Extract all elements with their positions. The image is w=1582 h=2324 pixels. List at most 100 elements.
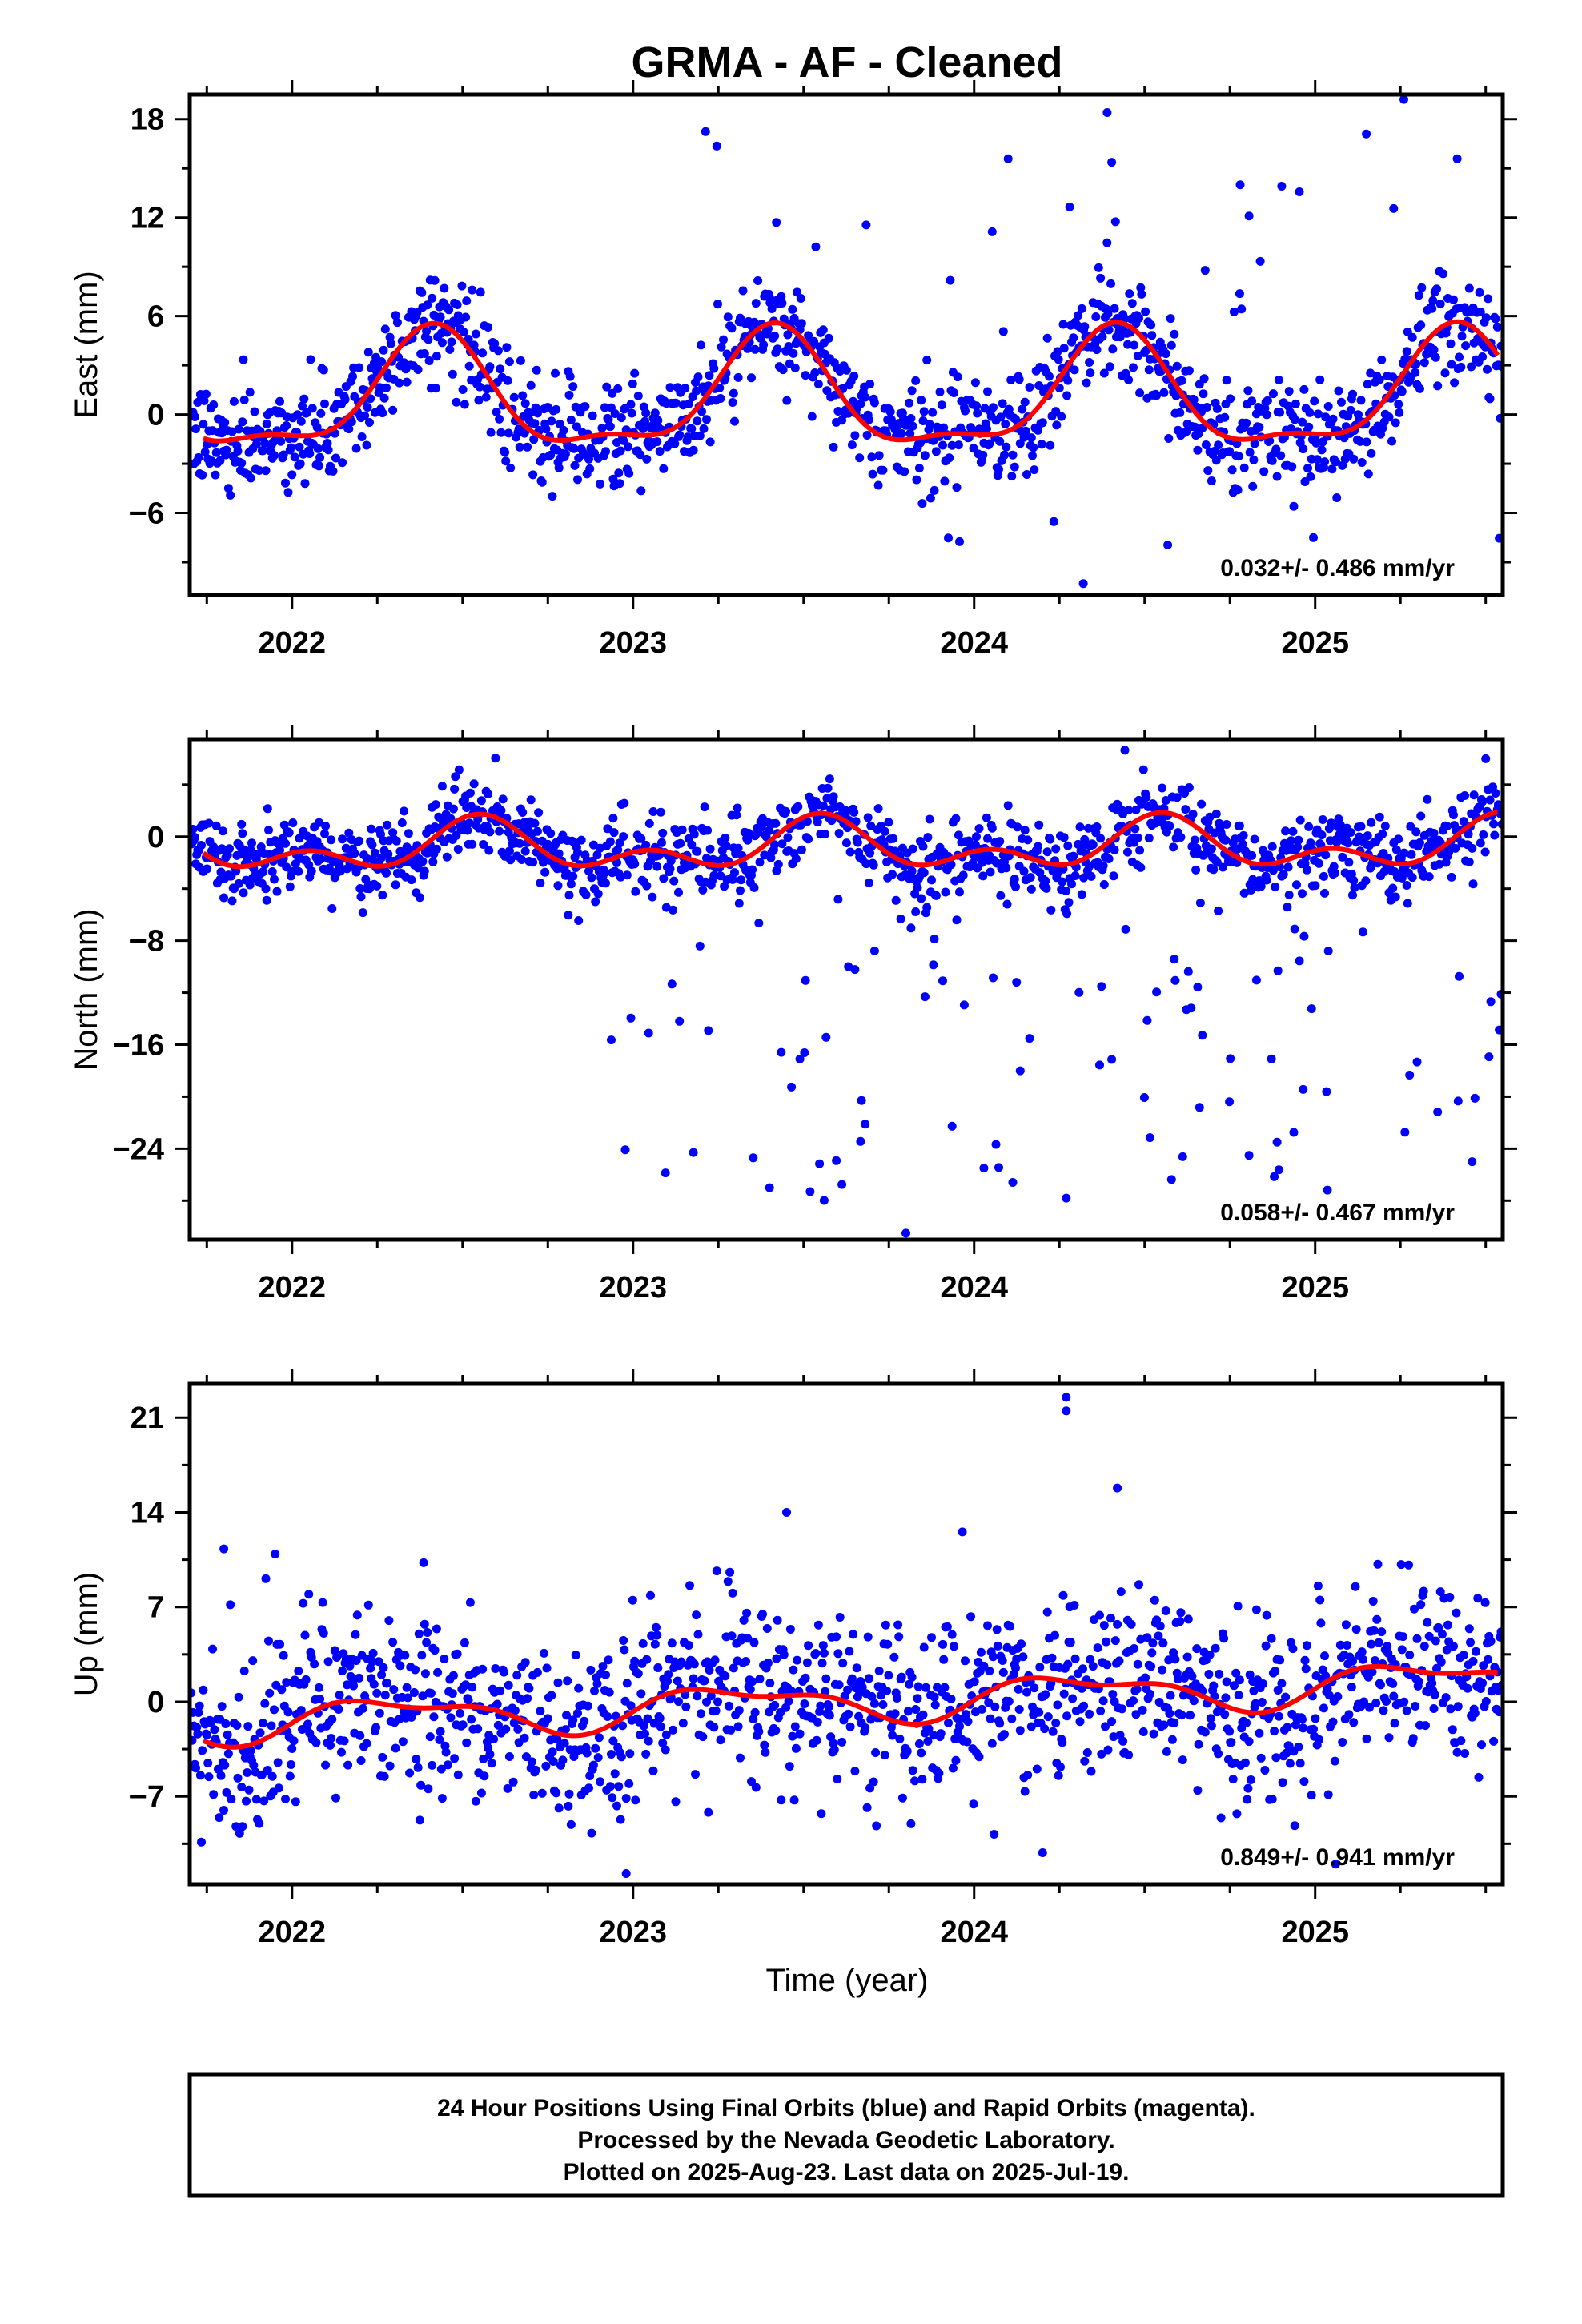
east-data-point bbox=[1054, 355, 1063, 364]
east-data-point bbox=[1164, 434, 1174, 443]
north-data-point bbox=[526, 795, 536, 805]
up-data-point bbox=[990, 1830, 999, 1839]
north-data-point bbox=[1350, 883, 1359, 892]
east-data-point bbox=[1356, 396, 1366, 405]
east-frame bbox=[187, 92, 1505, 597]
north-data-point bbox=[1244, 1151, 1254, 1160]
up-data-point bbox=[385, 1761, 395, 1771]
up-data-point bbox=[1468, 1656, 1478, 1666]
east-data-point bbox=[554, 463, 564, 472]
east-data-point bbox=[245, 388, 255, 397]
north-data-point bbox=[1109, 871, 1118, 881]
north-data-point bbox=[1123, 847, 1132, 857]
up-data-point bbox=[440, 1655, 449, 1663]
east-data-point bbox=[573, 475, 582, 485]
east-data-point bbox=[925, 420, 934, 429]
up-data-point bbox=[607, 1750, 616, 1759]
up-data-point bbox=[479, 1755, 488, 1763]
east-data-point bbox=[873, 480, 883, 490]
north-data-point bbox=[1268, 866, 1278, 875]
up-data-point bbox=[334, 1705, 343, 1714]
east-data-point bbox=[1212, 404, 1222, 413]
east-data-point bbox=[1127, 299, 1137, 308]
east-data-point bbox=[767, 304, 777, 313]
east-data-point bbox=[998, 399, 1007, 408]
east-data-point bbox=[1234, 452, 1243, 461]
up-plot-area bbox=[190, 1393, 1503, 1878]
up-data-point bbox=[1367, 1667, 1377, 1677]
up-data-point bbox=[520, 1658, 530, 1667]
north-data-point bbox=[733, 843, 743, 853]
east-data-point bbox=[978, 450, 988, 460]
north-data-point bbox=[1176, 833, 1186, 842]
up-data-point bbox=[1321, 1671, 1331, 1681]
up-data-point bbox=[552, 1735, 562, 1744]
east-data-point bbox=[1255, 422, 1264, 432]
up-data-point bbox=[685, 1581, 694, 1590]
north-data-point bbox=[1327, 818, 1336, 828]
up-data-point bbox=[1478, 1679, 1488, 1688]
up-data-point bbox=[296, 1706, 306, 1715]
north-data-point bbox=[261, 884, 271, 894]
up-data-point bbox=[277, 1685, 287, 1695]
east-data-point bbox=[602, 382, 612, 392]
east-data-point bbox=[1049, 517, 1058, 526]
north-data-point bbox=[566, 879, 576, 889]
up-y-tick-label: 0 bbox=[147, 1686, 164, 1719]
up-data-point bbox=[304, 1590, 314, 1599]
up-data-point bbox=[697, 1709, 705, 1719]
east-data-point bbox=[1094, 263, 1103, 272]
north-data-point bbox=[825, 774, 834, 784]
east-plot-area bbox=[190, 94, 1503, 589]
east-data-point bbox=[1052, 420, 1062, 430]
north-data-point bbox=[1295, 815, 1305, 825]
north-data-point bbox=[777, 1047, 786, 1057]
north-data-point bbox=[1221, 835, 1231, 845]
up-data-point bbox=[391, 1743, 400, 1753]
up-data-point bbox=[1309, 1724, 1318, 1734]
north-data-point bbox=[770, 840, 780, 850]
up-data-point bbox=[1095, 1610, 1104, 1620]
up-data-point bbox=[626, 1701, 636, 1711]
north-data-point bbox=[1131, 805, 1141, 814]
east-data-point bbox=[547, 416, 556, 426]
up-data-point bbox=[259, 1796, 269, 1806]
up-data-point bbox=[1410, 1604, 1419, 1614]
east-data-point bbox=[1287, 462, 1297, 472]
east-data-point bbox=[908, 421, 917, 431]
east-data-point bbox=[730, 416, 739, 426]
east-data-point bbox=[1407, 332, 1417, 342]
east-data-point bbox=[944, 533, 953, 543]
up-data-point bbox=[711, 1706, 721, 1715]
east-data-point bbox=[388, 405, 398, 415]
up-data-point bbox=[625, 1749, 635, 1759]
north-data-point bbox=[1191, 865, 1201, 875]
up-data-point bbox=[1132, 1684, 1142, 1694]
up-data-point bbox=[913, 1682, 923, 1691]
east-data-point bbox=[1248, 481, 1258, 491]
north-data-point bbox=[397, 818, 407, 827]
north-data-point bbox=[1063, 841, 1073, 850]
up-data-point bbox=[351, 1630, 360, 1639]
east-data-point bbox=[1362, 437, 1371, 447]
up-data-point bbox=[460, 1638, 469, 1647]
east-data-point bbox=[1021, 426, 1030, 436]
north-data-point bbox=[219, 893, 228, 903]
east-data-point bbox=[464, 361, 474, 371]
up-data-point bbox=[524, 1683, 534, 1693]
north-data-point bbox=[1011, 882, 1020, 891]
north-data-point bbox=[982, 813, 991, 822]
up-data-point bbox=[452, 1649, 462, 1659]
up-data-point bbox=[371, 1723, 381, 1732]
east-data-point bbox=[1141, 307, 1150, 316]
north-data-point bbox=[484, 790, 493, 798]
north-data-point bbox=[453, 845, 463, 854]
up-data-point bbox=[785, 1762, 794, 1771]
east-data-point bbox=[702, 415, 711, 424]
east-data-point bbox=[1317, 445, 1327, 455]
up-data-point bbox=[630, 1656, 640, 1666]
north-data-point bbox=[605, 837, 615, 846]
up-data-point bbox=[363, 1600, 373, 1610]
up-data-point bbox=[1080, 1756, 1090, 1766]
north-data-point bbox=[952, 915, 962, 925]
